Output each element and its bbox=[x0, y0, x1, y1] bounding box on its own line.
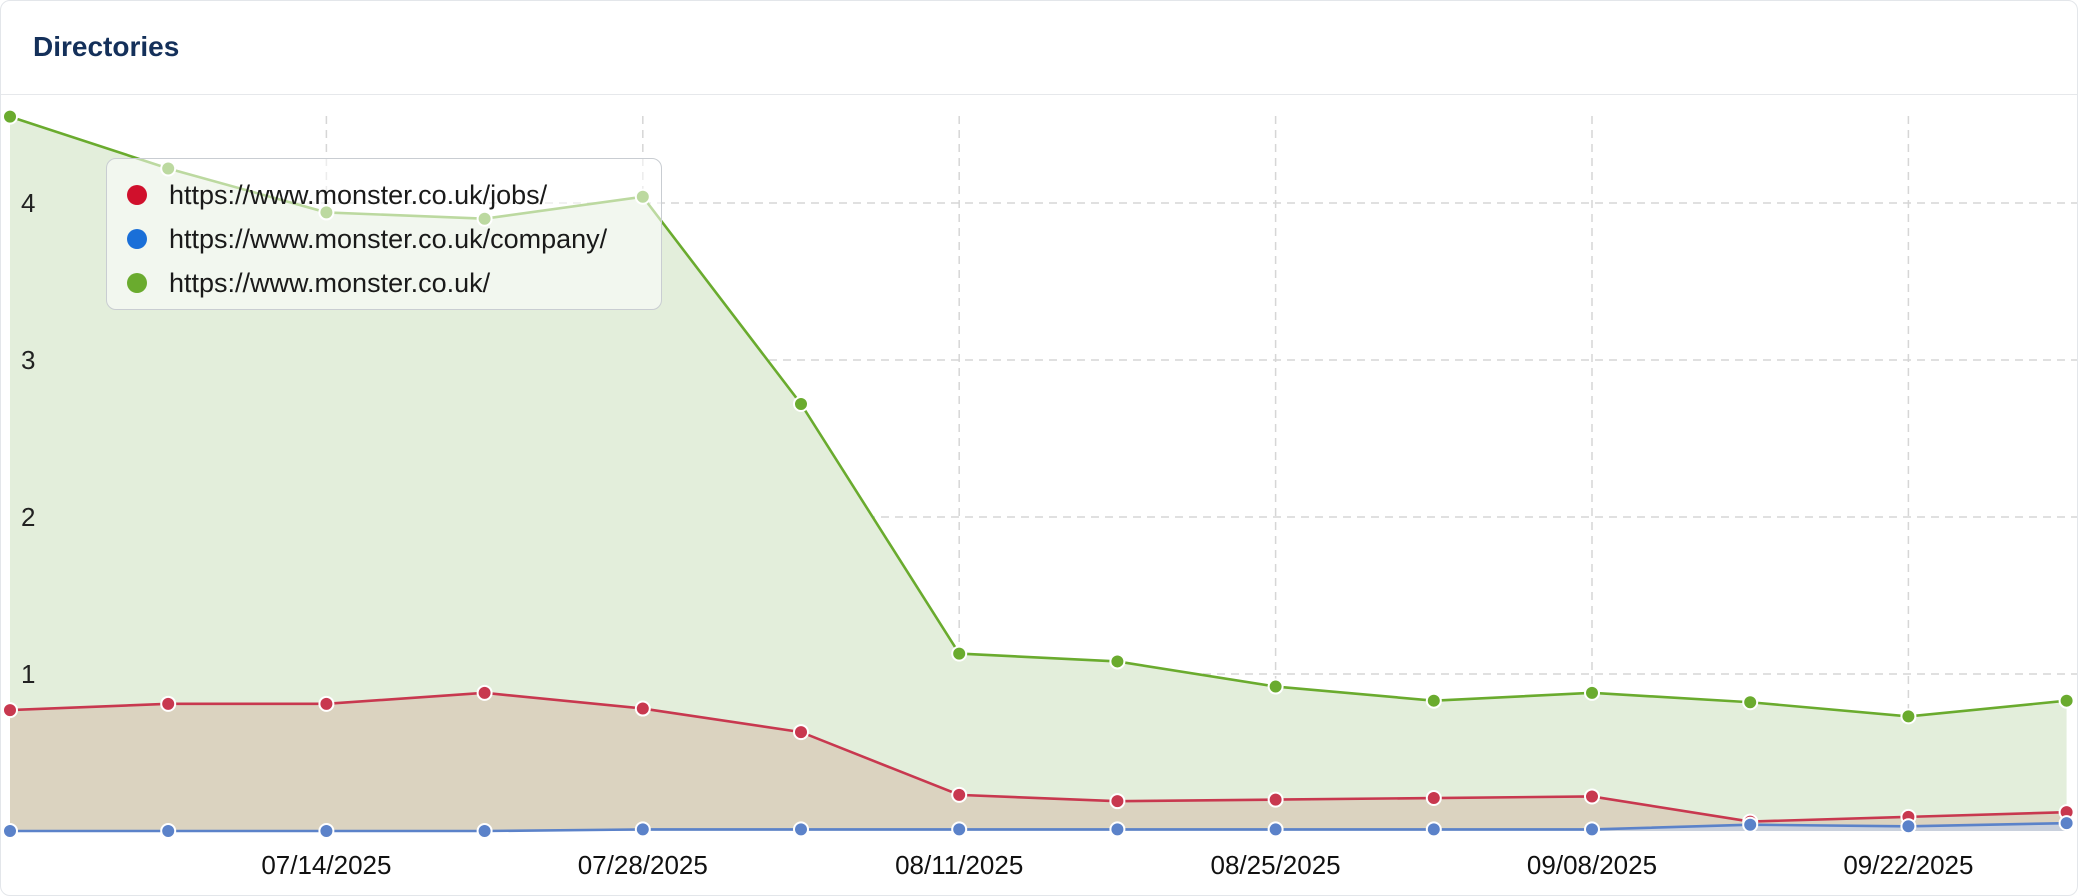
data-point[interactable] bbox=[634, 821, 651, 838]
legend-label-jobs: https://www.monster.co.uk/jobs/ bbox=[169, 179, 548, 210]
data-point[interactable] bbox=[318, 695, 335, 712]
data-point[interactable] bbox=[1267, 678, 1284, 695]
y-tick-label: 2 bbox=[21, 502, 35, 532]
data-point[interactable] bbox=[1742, 816, 1759, 833]
data-point[interactable] bbox=[951, 786, 968, 803]
data-point[interactable] bbox=[634, 700, 651, 717]
x-axis-ticks: 07/14/2025 07/28/2025 08/11/2025 08/25/2025… bbox=[261, 850, 1973, 880]
series-line bbox=[9, 691, 2067, 823]
y-tick-label: 3 bbox=[21, 345, 35, 375]
data-point[interactable] bbox=[793, 724, 809, 741]
data-point[interactable] bbox=[1742, 694, 1759, 711]
legend-item-root[interactable]: https://www.monster.co.uk/ bbox=[127, 261, 661, 305]
data-point[interactable] bbox=[1267, 821, 1284, 838]
card-header: Directories bbox=[1, 1, 2077, 95]
legend-label-root: https://www.monster.co.uk/ bbox=[169, 267, 491, 298]
data-point[interactable] bbox=[476, 684, 493, 701]
legend-item-company[interactable]: https://www.monster.co.uk/company/ bbox=[127, 217, 661, 261]
data-point[interactable] bbox=[1267, 791, 1284, 808]
series-area bbox=[10, 692, 2067, 831]
data-point[interactable] bbox=[476, 823, 493, 839]
data-point[interactable] bbox=[2, 702, 18, 719]
y-tick-label: 4 bbox=[21, 188, 35, 218]
y-axis-ticks: 1 2 3 4 bbox=[21, 188, 35, 689]
legend-item-jobs[interactable]: https://www.monster.co.uk/jobs/ bbox=[127, 173, 661, 217]
data-point[interactable] bbox=[2058, 692, 2075, 709]
data-point[interactable] bbox=[2, 108, 18, 125]
data-point[interactable] bbox=[1425, 821, 1442, 838]
series-line bbox=[10, 821, 2067, 833]
data-point[interactable] bbox=[951, 645, 968, 662]
data-point[interactable] bbox=[1584, 788, 1600, 805]
y-tick-label: 1 bbox=[21, 659, 35, 689]
data-point[interactable] bbox=[1900, 818, 1917, 835]
data-point[interactable] bbox=[951, 821, 968, 838]
data-point[interactable] bbox=[1425, 790, 1442, 807]
data-point[interactable] bbox=[1109, 821, 1126, 838]
legend-marker-jobs bbox=[127, 185, 147, 205]
legend-label-company: https://www.monster.co.uk/company/ bbox=[169, 223, 608, 254]
data-point[interactable] bbox=[1900, 708, 1917, 725]
data-point[interactable] bbox=[1109, 653, 1126, 670]
data-point[interactable] bbox=[318, 823, 335, 839]
chart-legend: https://www.monster.co.uk/jobs/ https://… bbox=[106, 158, 662, 310]
card-title: Directories bbox=[33, 31, 180, 62]
data-point[interactable] bbox=[793, 395, 809, 412]
data-point[interactable] bbox=[160, 695, 177, 712]
legend-marker-company bbox=[127, 229, 147, 249]
legend-marker-root bbox=[127, 273, 147, 293]
x-tick-label: 09/22/2025 bbox=[1843, 850, 1973, 880]
data-point[interactable] bbox=[1109, 793, 1126, 810]
x-tick-label: 09/08/2025 bbox=[1527, 850, 1657, 880]
data-point[interactable] bbox=[160, 823, 177, 839]
data-point[interactable] bbox=[2, 823, 18, 839]
x-tick-label: 08/11/2025 bbox=[895, 850, 1023, 880]
data-point[interactable] bbox=[1584, 684, 1600, 701]
x-tick-label: 07/28/2025 bbox=[578, 850, 708, 880]
x-tick-label: 07/14/2025 bbox=[261, 850, 391, 880]
x-tick-label: 08/25/2025 bbox=[1211, 850, 1341, 880]
data-point[interactable] bbox=[1425, 692, 1442, 709]
data-point[interactable] bbox=[2058, 815, 2075, 832]
data-point[interactable] bbox=[793, 821, 809, 838]
data-point[interactable] bbox=[1584, 821, 1600, 838]
